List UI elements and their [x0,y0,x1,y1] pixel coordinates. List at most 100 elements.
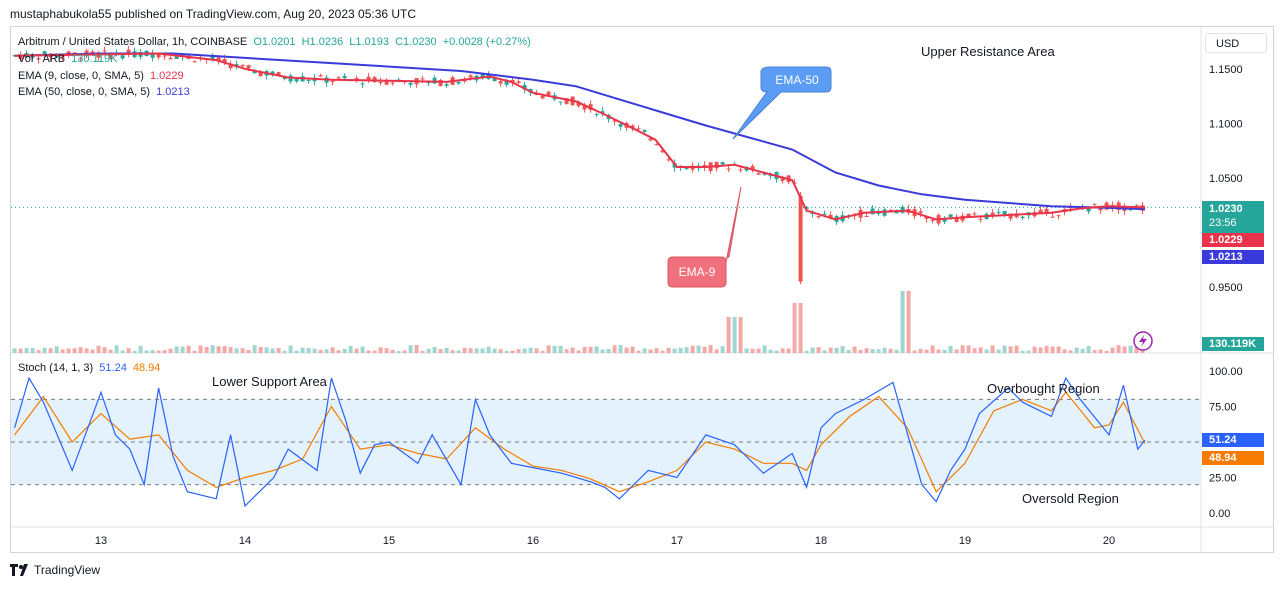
volume-bar [366,350,371,353]
candle-body [684,167,689,170]
volume-bar [672,348,677,353]
volume-bar [1020,350,1025,353]
candle-body [78,58,83,60]
volume-bar [1098,349,1103,353]
candle-body [306,79,311,81]
volume-bar [138,345,143,353]
volume-bar [894,349,899,353]
candle-body [384,80,389,85]
volume-bar [378,347,383,353]
candle-body [18,55,23,60]
bar-countdown: 23:56 [1209,217,1237,229]
volume-bar [684,347,689,353]
volume-legend[interactable]: Vol · ARB 130.119K [18,52,120,66]
volume-bar [804,350,809,353]
candle-body [240,64,245,67]
volume-bar [216,346,221,353]
volume-bar [1092,350,1097,353]
volume-bar [954,349,959,353]
symbol-title: Arbitrum / United States Dollar, 1h, COI… [18,36,248,48]
candle-body [522,85,527,90]
alert-lightning-icon [1133,331,1153,351]
candle-body [252,70,257,74]
candle-body [642,129,647,132]
volume-bar [1032,346,1037,353]
candle-body [378,81,383,83]
volume-bar [948,346,953,353]
candle-body [360,83,365,85]
candle-body [924,216,929,219]
ema9-callout: EMA-9 [667,186,742,288]
candle-body [636,128,641,130]
candle-body [1134,205,1139,207]
volume-bar [210,345,215,353]
volume-bar [1140,350,1145,353]
candle-body [978,218,983,220]
ema50-line [14,52,1146,211]
stoch-legend[interactable]: Stoch (14, 1, 3) 51.24 48.94 [18,361,163,375]
candle-body [1002,210,1007,216]
candle-body [990,212,995,216]
tradingview-logo[interactable]: TradingView [10,563,100,577]
candle-body [816,216,821,218]
time-tick-label: 20 [1103,535,1115,547]
volume-bar [288,345,293,353]
volume-label: Vol · ARB [18,53,66,65]
volume-bar [678,347,683,353]
stoch-tick-label: 100.00 [1209,366,1243,378]
volume-bar [540,350,545,353]
volume-bar [858,349,863,353]
volume-bar [360,346,365,353]
volume-bar [744,348,749,353]
volume-bar [612,345,617,353]
volume-price-tag: 130.119K [1202,337,1264,351]
volume-bar [1026,350,1031,353]
volume-bar [120,350,125,353]
ema50-legend[interactable]: EMA (50, close, 0, SMA, 5) 1.0213 [18,85,193,99]
volume-bar [318,349,323,353]
candle-body [864,215,869,217]
candle-body [468,75,473,78]
volume-bar [30,348,35,353]
candle-body [1020,216,1025,219]
price-tick-label: 1.0500 [1209,173,1243,185]
volume-bar [486,346,491,353]
volume-bar [936,349,941,353]
candle-body [750,166,755,170]
volume-bar [240,348,245,353]
volume-bar [246,349,251,353]
volume-bar [174,346,179,353]
volume-bar [924,349,929,353]
chart-frame[interactable]: 1.15001.10001.05000.95000.9000100.0075.0… [10,26,1274,553]
volume-bar [222,346,227,353]
volume-bar [570,347,575,353]
candle-body [216,57,221,62]
price-tick-label: 1.1000 [1209,118,1243,130]
volume-bar [618,345,623,353]
volume-bar [384,348,389,353]
candle-body [966,213,971,218]
candle-body [654,144,659,146]
volume-bar [966,345,971,353]
volume-bar [654,348,659,353]
candle-body [594,114,599,116]
volume-bar [480,348,485,353]
volume-bar [822,350,827,353]
volume-bar [546,345,551,353]
ema9-legend[interactable]: EMA (9, close, 0, SMA, 5) 1.0229 [18,69,187,83]
stoch-k-line [14,376,1146,508]
chart-canvas[interactable]: 1.15001.10001.05000.95000.9000100.0075.0… [11,27,1273,552]
volume-bar [372,350,377,353]
volume-bar [1134,347,1139,353]
volume-bar [1062,349,1067,353]
candle-body [738,169,743,171]
volume-bar [642,348,647,353]
volume-bar [420,350,425,353]
candle-body [564,98,569,104]
currency-button[interactable]: USD [1205,33,1267,53]
volume-bar [474,348,479,353]
candle-body [342,75,347,79]
volume-bar [1104,350,1109,353]
candle-body [210,56,215,60]
volume-bar [870,349,875,353]
